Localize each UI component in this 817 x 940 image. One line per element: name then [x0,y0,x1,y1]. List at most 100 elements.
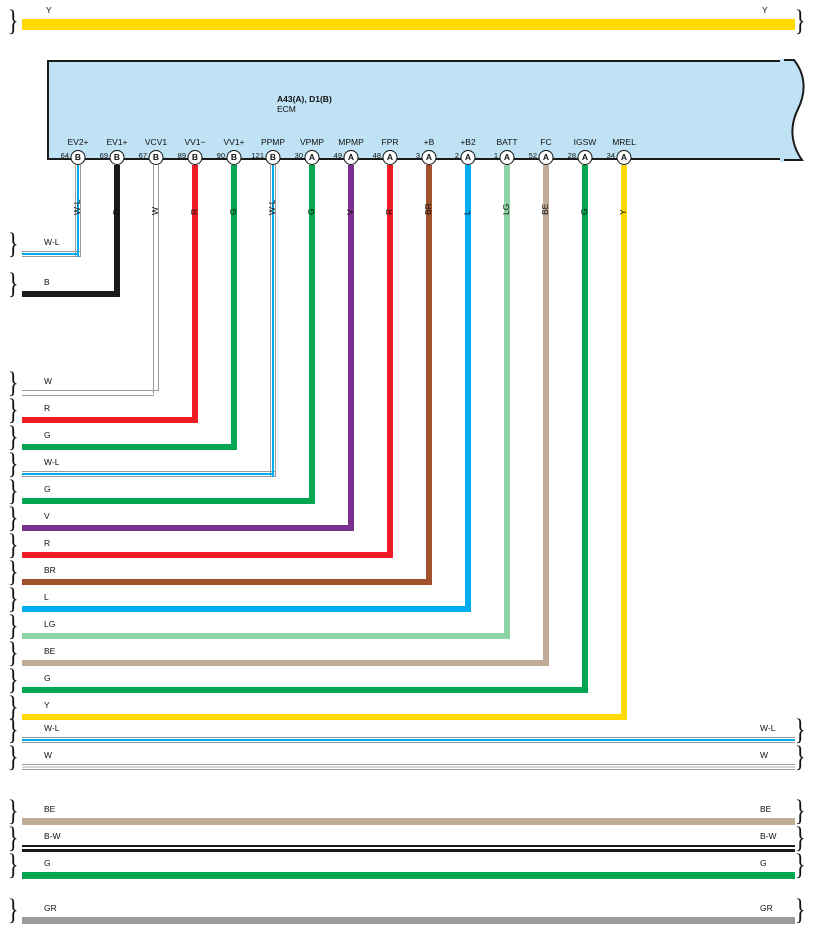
pin-number-90: 90 [216,151,225,160]
pin-terminal-igsw[interactable]: A [577,150,593,165]
wire-ppmp-vertical [270,165,276,477]
wire-break-left-through-run-1: } [7,740,19,773]
wire-break-left-run-10: } [7,582,19,615]
pin-name-mrel: MREL [612,137,636,147]
pin-terminal-vpmp[interactable]: A [304,150,320,165]
pin-number-67: 67 [138,151,147,160]
pin-number-49: 49 [333,151,342,160]
pin-name-fpr: FPR [381,137,399,147]
pin-terminal-vv1-[interactable]: B [187,150,203,165]
pin-terminal-mrel[interactable]: A [616,150,632,165]
wire-break-left-run-4: } [7,420,19,453]
wire-ppmp-horizontal-stripe [22,473,274,475]
wire-break-right-through-run-5: } [794,893,806,926]
wire-ppmp-vertical-stripe [272,165,274,477]
wire-label-left-run-10: L [44,592,49,602]
wire-ev1--vertical [114,165,120,297]
wire-break-left-run-2: } [7,366,19,399]
wire--b2-vertical [465,165,471,612]
pin-name--b2: +B2 [460,137,476,147]
wire-label-left-run-8: R [44,538,51,548]
pin-name-vv1-: VV1+ [223,137,245,147]
wire-label-left-through-run-4: G [44,858,51,868]
pin-terminal-batt[interactable]: A [499,150,515,165]
wire-vv1--code-label: G [228,208,238,215]
wire-label-left-run-14: Y [44,700,50,710]
wire-label-left-through-run-0: W-L [44,723,60,733]
pin-terminal-ev1-[interactable]: B [109,150,125,165]
wire-label-left-run-4: G [44,430,51,440]
pin-number-2: 2 [454,151,459,160]
wire-label-right-through-run-5: GR [760,903,773,913]
pin-terminal-fc[interactable]: A [538,150,554,165]
wire-igsw-code-label: G [579,208,589,215]
wire-through-run-0-stripe [22,739,795,741]
pin-number-3: 3 [415,151,420,160]
pin-terminal-mpmp[interactable]: A [343,150,359,165]
wire-break-left-run-8: } [7,528,19,561]
wire-label-left-through-run-1: W [44,750,53,760]
wire-label-left-run-11: LG [44,619,56,629]
ecm-reference-label: A43(A), D1(B) [277,94,332,104]
wire--b-vertical [426,165,432,585]
wire-fpr-code-label: R [384,208,394,215]
pin-terminal-ppmp[interactable]: B [265,150,281,165]
wire-vpmp-horizontal [22,498,315,504]
wire-break-left-run-6: } [7,474,19,507]
wire--b2-code-label: L [462,210,472,215]
wire-vcv1-horizontal [22,390,159,396]
wire-batt-vertical [504,165,510,639]
wire-vcv1-vertical [153,165,159,394]
wire-ev1--horizontal [22,291,120,297]
wire-label-left-through-run-5: GR [44,903,57,913]
wire-label-left-run-13: G [44,673,51,683]
wire-ppmp-horizontal [22,471,276,477]
wire-label-left-run-12: BE [44,646,56,656]
pin-number-48: 48 [372,151,381,160]
pin-number-34: 34 [606,151,615,160]
wire-fc-horizontal [22,660,549,666]
wire-fpr-vertical [387,165,393,558]
wire-break-right-through-run-1: } [794,740,806,773]
wire-label-right-through-run-2: BE [760,804,772,814]
wire-label-left-run-6: G [44,484,51,494]
wire-break-left-through-run-4: } [7,848,19,881]
pin-name-ev1-: EV1+ [106,137,128,147]
pin-name-fc: FC [540,137,552,147]
wire-break-left-run-9: } [7,555,19,588]
wire-ev1--code-label: B [111,209,121,215]
pin-name-ev2-: EV2+ [67,137,89,147]
wire-break-left-run-3: } [7,393,19,426]
pin-terminal--b2[interactable]: A [460,150,476,165]
pin-name--b: +B [423,137,435,147]
ecm-name-label: ECM [277,104,296,114]
wire-label-top-right: Y [762,5,768,15]
wire-vv1--vertical [231,165,237,450]
pin-terminal-vcv1[interactable]: B [148,150,164,165]
pin-terminal--b[interactable]: A [421,150,437,165]
wire-break-left-run-1: } [7,267,19,300]
wire-vv1--vertical [192,165,198,423]
wire-mpmp-horizontal [22,525,354,531]
wire-label-left-run-3: R [44,403,51,413]
wire--b-code-label: BR [423,203,433,215]
wire-fc-code-label: BE [540,203,550,215]
pin-terminal-fpr[interactable]: A [382,150,398,165]
wire-vcv1-code-label: W [150,206,160,215]
wire-label-left-run-0: W-L [44,237,60,247]
ecm-box-right-wave [780,59,805,162]
pin-name-vcv1: VCV1 [144,137,168,147]
pin-terminal-vv1-[interactable]: B [226,150,242,165]
wire-label-left-through-run-3: B-W [44,831,61,841]
pin-terminal-ev2-[interactable]: B [70,150,86,165]
pin-number-1: 1 [493,151,498,160]
wire-ev2--vertical [75,165,81,257]
pin-name-mpmp: MPMP [338,137,364,147]
ecm-connector-box[interactable] [47,60,792,160]
pin-number-69: 69 [99,151,108,160]
wire--b-horizontal [22,579,432,585]
wire-mrel-horizontal [22,714,627,720]
wire-mrel-vertical [621,165,627,720]
wire-label-left-run-7: V [44,511,50,521]
wire-label-top-left: Y [46,5,52,15]
